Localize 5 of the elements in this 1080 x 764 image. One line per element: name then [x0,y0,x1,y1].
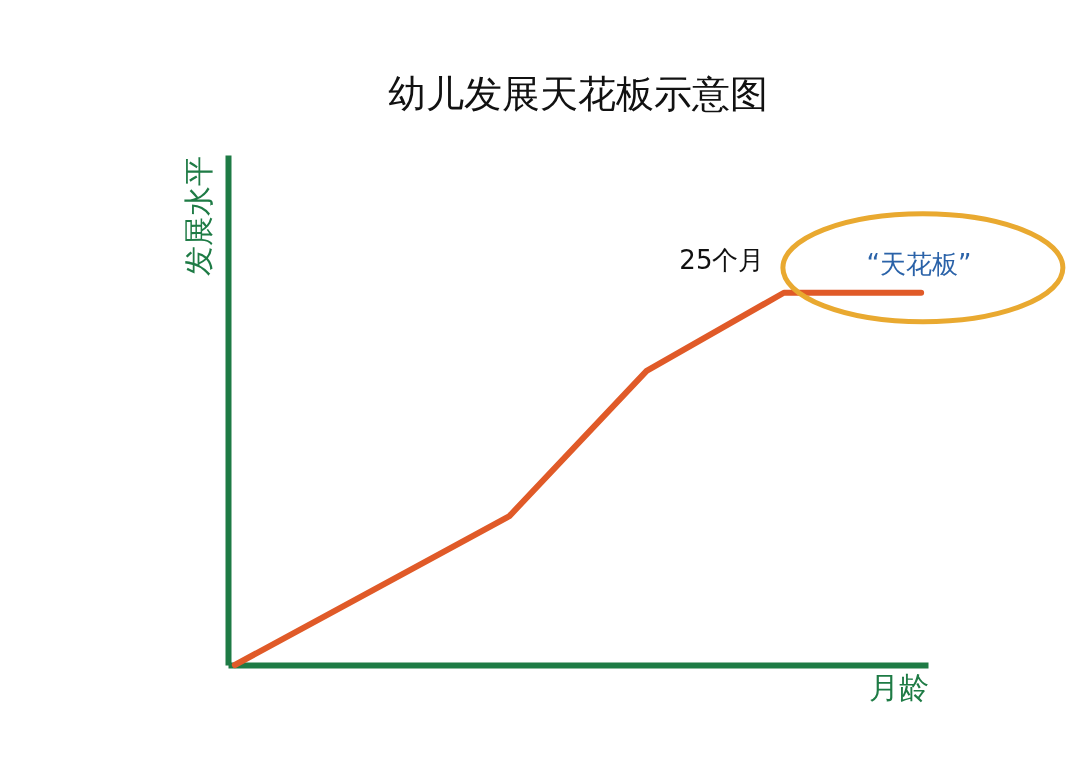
x-axis-title: 月龄 [868,669,929,705]
y-axis-title: 发展水平 [180,155,216,276]
text: 25个月 [679,244,765,275]
chart-title: 幼儿发展天花板示意图 [388,72,768,116]
text: “天花板” [866,248,972,279]
